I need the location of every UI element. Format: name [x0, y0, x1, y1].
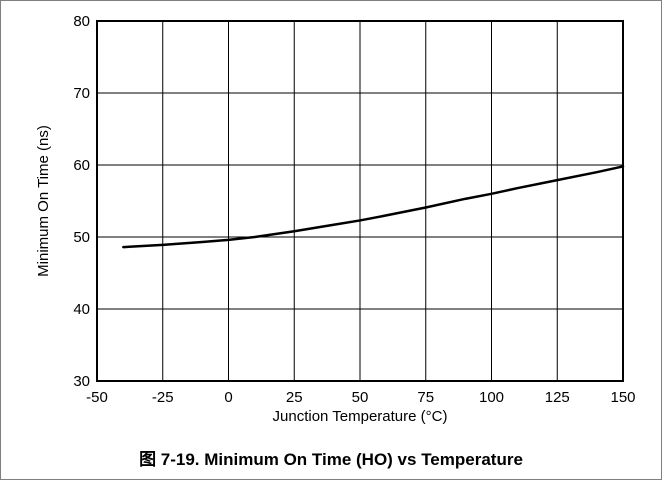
x-axis-label: Junction Temperature (°C): [273, 408, 448, 425]
plot-area-border: [96, 20, 624, 382]
y-tick-label: 70: [73, 85, 90, 102]
series-line: [122, 165, 625, 249]
x-tick-label: 125: [545, 389, 570, 406]
chart: -50 -25 0 25 50 75 100 125 150 30 40 50 60 70 80 Junc…: [35, 13, 636, 425]
y-tick-label: 30: [73, 373, 90, 390]
y-tick-label: 80: [73, 13, 90, 30]
x-tick-label: 75: [417, 389, 434, 406]
x-tick-label: -50: [86, 389, 108, 406]
y-tick-label: 60: [73, 157, 90, 174]
grid-lines: [97, 21, 623, 381]
x-tick-label: -25: [152, 389, 174, 406]
y-tick-label: 50: [73, 229, 90, 246]
figure-caption: 图 7-19. Minimum On Time (HO) vs Temperat…: [139, 450, 523, 469]
y-tick-label: 40: [73, 301, 90, 318]
x-tick-labels: -50 -25 0 25 50 75 100 125 150: [86, 389, 635, 406]
x-tick-label: 0: [224, 389, 232, 406]
x-tick-label: 150: [610, 389, 635, 406]
y-tick-labels: 30 40 50 60 70 80: [73, 13, 90, 390]
y-axis-label: Minimum On Time (ns): [35, 125, 52, 277]
series-group: [122, 165, 625, 249]
x-tick-label: 25: [286, 389, 303, 406]
x-tick-label: 50: [352, 389, 369, 406]
x-tick-label: 100: [479, 389, 504, 406]
